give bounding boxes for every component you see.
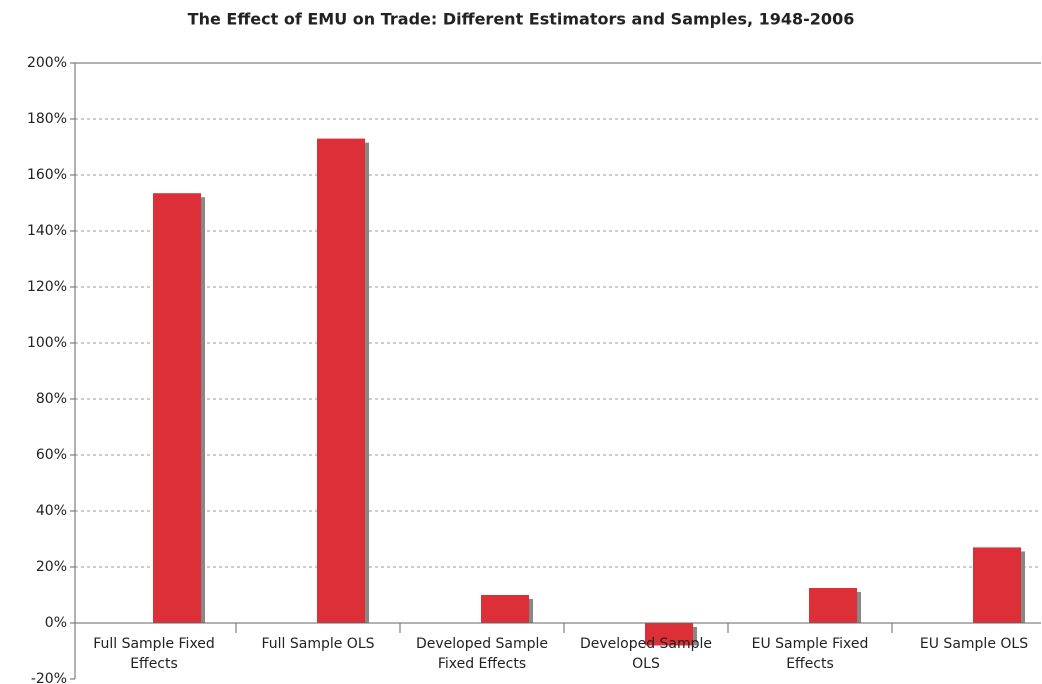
x-tick-label: EU Sample Fixed Effects [751, 636, 869, 672]
y-tick-label: 140% [27, 223, 67, 239]
y-tick-label: 180% [27, 111, 67, 127]
y-tick-label: 120% [27, 279, 67, 295]
x-label-box: Full Sample OLS [261, 636, 375, 652]
bar [973, 547, 1021, 623]
y-tick-label: 200% [27, 55, 67, 71]
y-tick-label: 60% [36, 447, 67, 463]
y-tick-label: 40% [36, 503, 67, 519]
y-tick-label: -20% [31, 671, 67, 684]
bar [645, 623, 693, 646]
y-tick-label: 100% [27, 335, 67, 351]
x-label-box: Developed Sample Fixed Effects [415, 636, 549, 672]
bar [481, 595, 529, 623]
bar [317, 138, 365, 623]
y-tick-label: 160% [27, 167, 67, 183]
y-tick-label: 20% [36, 559, 67, 575]
x-tick-label: EU Sample OLS [919, 636, 1029, 652]
x-label-box: EU Sample Fixed Effects [751, 636, 869, 672]
bar [153, 193, 201, 623]
chart-title: The Effect of EMU on Trade: Different Es… [188, 10, 855, 29]
x-label-box: Developed Sample OLS [579, 636, 713, 672]
bar [809, 588, 857, 623]
x-label-box: Full Sample Fixed Effects [93, 636, 215, 672]
x-tick-label: Developed Sample Fixed Effects [415, 636, 549, 672]
x-label-box: EU Sample OLS [919, 636, 1029, 652]
y-tick-label: 0% [45, 615, 67, 631]
x-tick-label: Full Sample Fixed Effects [93, 636, 215, 672]
x-tick-label: Developed Sample OLS [579, 636, 713, 672]
y-tick-label: 80% [36, 391, 67, 407]
x-tick-label: Full Sample OLS [261, 636, 375, 652]
